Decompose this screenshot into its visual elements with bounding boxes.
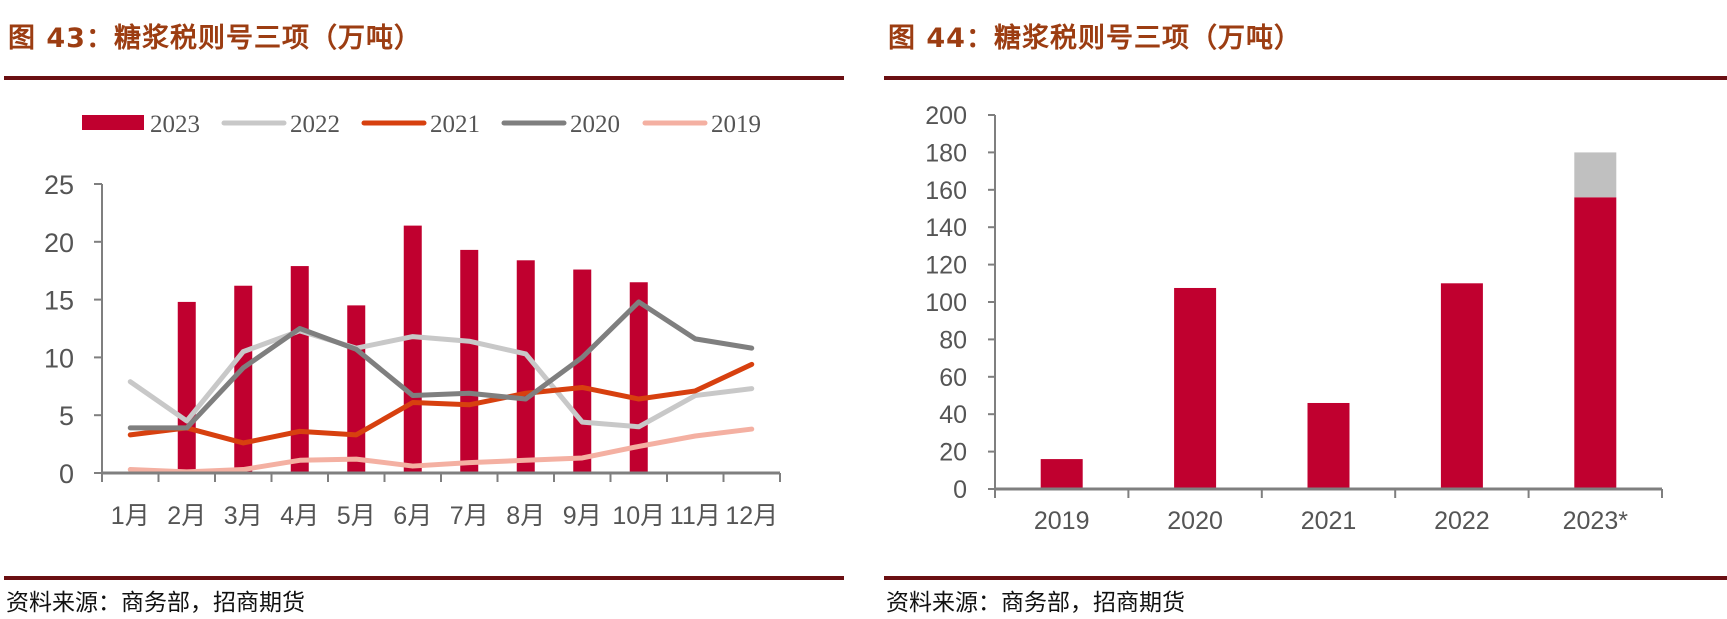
- legend: 2023 2022 2021 2020 2019: [82, 111, 761, 138]
- line-series-2020: [127, 299, 755, 431]
- x-tick-label: 12月: [725, 502, 778, 530]
- bar-actual-2021: [1307, 402, 1350, 489]
- y-tick-label: 0: [953, 476, 967, 504]
- figure-43-panel: 图 43：糖浆税则号三项（万吨） 2023 2022 2021 2020 2019 0 5…: [0, 0, 850, 619]
- x-tick-label: 8月: [506, 502, 545, 530]
- figure-44-chart: 0 20 40 60 80 100 120 140 160 180 200 2019 2020 2021 2…: [925, 102, 1663, 535]
- bar-actual-2023*: [1574, 197, 1617, 489]
- y-tick-label: 80: [939, 326, 967, 354]
- bar-2023-6月: [403, 225, 422, 473]
- x-tick-label: 3月: [224, 502, 263, 530]
- x-tick-label: 1月: [111, 502, 150, 530]
- x-tick-label: 2月: [167, 502, 206, 530]
- legend-label-2023: 2023: [150, 111, 200, 138]
- x-tick-label: 6月: [393, 502, 432, 530]
- y-tick-label: 180: [925, 139, 967, 167]
- y-tick-label: 140: [925, 214, 967, 242]
- y-tick-label: 160: [925, 177, 967, 205]
- bars: [1040, 152, 1617, 489]
- y-tick-label: 25: [44, 170, 74, 200]
- bar-2023-9月: [573, 269, 592, 473]
- x-tick-label: 5月: [337, 502, 376, 530]
- x-tick-label: 4月: [280, 502, 319, 530]
- y-tick-label: 0: [59, 459, 74, 489]
- legend-label-2019: 2019: [711, 111, 761, 138]
- bar-actual-2020: [1174, 287, 1217, 489]
- title-rule: [4, 76, 844, 80]
- y-tick-label: 60: [939, 364, 967, 392]
- source-note: 资料来源：商务部，招商期货: [6, 590, 305, 616]
- title-rule: [884, 76, 1727, 80]
- bar-actual-2019: [1040, 459, 1083, 489]
- legend-label-2022: 2022: [290, 111, 340, 138]
- x-tick-label: 2020: [1167, 507, 1223, 535]
- axes: 0 20 40 60 80 100 120 140 160 180 200 2019 2020 2021 2…: [925, 102, 1663, 535]
- y-tick-label: 10: [44, 343, 74, 373]
- bar-2023-7月: [460, 249, 479, 473]
- y-tick-label: 15: [44, 286, 74, 316]
- x-tick-label: 11月: [670, 502, 721, 530]
- bar-2023-4月: [290, 266, 309, 473]
- x-tick-label: 9月: [563, 502, 602, 530]
- line-series-2022: [127, 328, 755, 430]
- line-series: [127, 299, 755, 475]
- line-series-2021: [127, 361, 755, 446]
- x-tick-label: 2022: [1434, 507, 1490, 535]
- legend-swatch-2023: [82, 115, 144, 130]
- axes: 0 5 10 15 20 25 1月 2月 3月 4月 5月 6月 7月 8月 9月 10月 11月 12月: [44, 170, 781, 530]
- figure-44-panel: 图 44：糖浆税则号三项（万吨） 0 20 40 60 80 100 120 140 160 18…: [880, 0, 1727, 619]
- bar-2023-3月: [234, 285, 253, 473]
- x-tick-label: 2021: [1301, 507, 1357, 535]
- x-tick-label: 10月: [612, 502, 665, 530]
- line-series-2019: [127, 426, 755, 475]
- bar-actual-2022: [1440, 283, 1483, 489]
- figure-44-title: 图 44：糖浆税则号三项（万吨）: [888, 23, 1302, 54]
- source-rule: [4, 576, 844, 580]
- x-tick-label: 2019: [1034, 507, 1090, 535]
- x-tick-label: 2023*: [1563, 507, 1629, 535]
- bar-2023-8月: [516, 260, 535, 473]
- legend-label-2021: 2021: [430, 111, 480, 138]
- legend-label-2020: 2020: [570, 111, 620, 138]
- source-rule: [884, 576, 1727, 580]
- y-tick-label: 120: [925, 252, 967, 280]
- bar-estimate-2023*: [1574, 152, 1617, 198]
- bar-2023-5月: [347, 305, 366, 473]
- y-tick-label: 100: [925, 289, 967, 317]
- figure-43-title: 图 43：糖浆税则号三项（万吨）: [8, 23, 422, 54]
- bar-2023-2月: [177, 301, 196, 473]
- source-note: 资料来源：商务部，招商期货: [886, 590, 1185, 616]
- y-tick-label: 40: [939, 401, 967, 429]
- y-tick-label: 200: [925, 102, 967, 130]
- x-tick-label: 7月: [450, 502, 489, 530]
- y-tick-label: 20: [44, 228, 74, 258]
- figure-43-chart: 2023 2022 2021 2020 2019 0 5 10 15 20 25 1月 2月 3月 4月 5…: [44, 111, 781, 530]
- y-tick-label: 5: [59, 401, 74, 431]
- y-tick-label: 20: [939, 439, 967, 467]
